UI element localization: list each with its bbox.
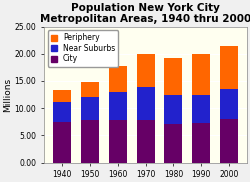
Bar xyxy=(53,102,71,122)
Y-axis label: Millions: Millions xyxy=(3,78,12,112)
Bar xyxy=(53,122,71,163)
Bar xyxy=(109,120,127,163)
Bar xyxy=(192,95,210,123)
Bar xyxy=(81,97,99,120)
Title: Population New York City
Metropolitan Areas, 1940 thru 2000: Population New York City Metropolitan Ar… xyxy=(40,3,250,24)
Bar xyxy=(53,90,71,102)
Bar xyxy=(220,119,238,163)
Bar xyxy=(136,87,154,120)
Bar xyxy=(164,58,182,95)
Bar xyxy=(109,66,127,92)
Bar xyxy=(192,123,210,163)
Bar xyxy=(220,46,238,89)
Bar xyxy=(220,89,238,119)
Bar xyxy=(109,92,127,120)
Bar xyxy=(164,124,182,163)
Bar xyxy=(81,120,99,163)
Bar xyxy=(136,54,154,87)
Bar xyxy=(192,54,210,95)
Bar xyxy=(81,82,99,97)
Bar xyxy=(164,95,182,124)
Legend: Periphery, Near Suburbs, City: Periphery, Near Suburbs, City xyxy=(48,30,118,67)
Bar xyxy=(136,120,154,163)
